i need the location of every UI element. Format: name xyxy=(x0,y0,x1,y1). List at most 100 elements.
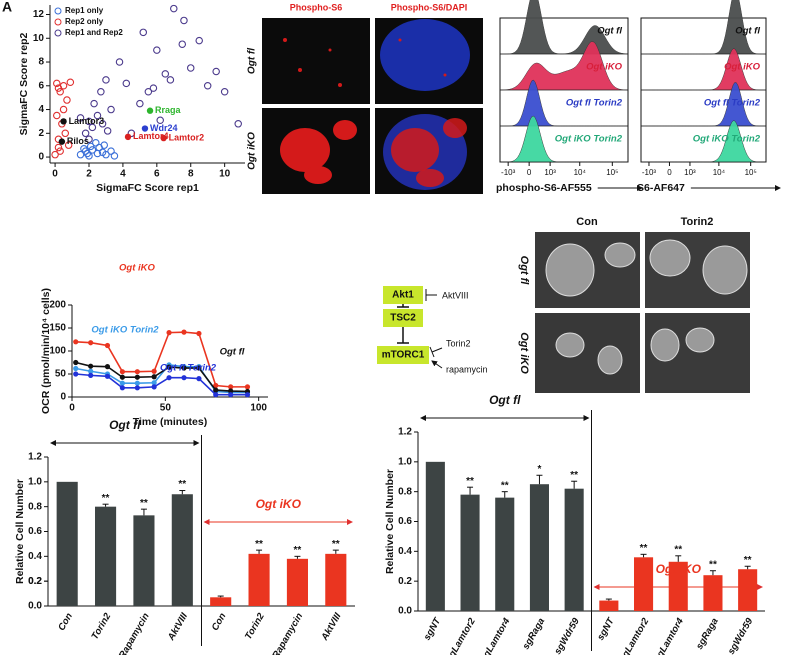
y-tick-label: 0.2 xyxy=(398,576,412,587)
y-tick-label: 0.4 xyxy=(28,551,42,562)
legend-marker xyxy=(54,7,62,15)
scatter-point xyxy=(61,129,70,138)
x-tick-label: sgLamtor2 xyxy=(444,616,478,655)
y-axis-label: OCR (pmol/min/10⁴ cells) xyxy=(40,288,52,414)
legend-label: Rep1 only xyxy=(65,6,104,15)
y-tick-label: 0 xyxy=(38,152,44,163)
row-label: Ogt fl Torin2 xyxy=(566,98,623,109)
bar xyxy=(703,575,723,611)
row-label: Ogt iKO xyxy=(724,62,760,73)
point xyxy=(73,365,79,372)
highlight-point xyxy=(60,118,67,125)
x-tick-label: 10⁵ xyxy=(745,168,757,177)
micrographs-b: Phospho-S6 Phospho-S6/DAPI Ogt fl Ogt iK… xyxy=(247,2,483,194)
point xyxy=(151,384,157,390)
bar xyxy=(529,484,549,611)
point xyxy=(134,369,140,375)
x-tick-label: sgNT xyxy=(595,615,617,642)
point xyxy=(166,330,172,336)
scatter-point xyxy=(85,117,93,126)
bar xyxy=(56,481,78,606)
scatter-point xyxy=(136,99,144,108)
row-label: Ogt iKO xyxy=(586,62,622,73)
point xyxy=(244,392,251,398)
scatter-point xyxy=(149,84,158,92)
scatter-point xyxy=(92,139,100,147)
bar xyxy=(95,506,117,606)
scatter-point xyxy=(203,82,212,90)
density-curve xyxy=(499,41,629,91)
annotation: Rilos xyxy=(67,136,89,146)
bar xyxy=(210,597,232,606)
point xyxy=(104,364,111,370)
x-tick-label: 0 xyxy=(52,169,58,180)
scatter-point xyxy=(195,36,203,45)
y-tick-label: 0.6 xyxy=(398,516,412,527)
significance: ** xyxy=(466,476,474,487)
highlight-point xyxy=(124,133,132,141)
x-tick-label: 0 xyxy=(69,403,75,414)
significance: ** xyxy=(674,544,682,555)
scatter-point xyxy=(85,135,93,143)
point xyxy=(181,365,187,371)
scatter-point xyxy=(156,116,164,124)
x-tick-label: Torin2 xyxy=(89,611,113,642)
y-tick-label: 150 xyxy=(49,323,66,334)
scatter-point xyxy=(161,70,170,78)
x-tick-label: 10⁴ xyxy=(574,168,587,177)
legend-label: Rep1 and Rep2 xyxy=(65,28,123,37)
significance: * xyxy=(537,464,541,475)
x-tick-label: -10³ xyxy=(642,168,657,177)
annotation: Rraga xyxy=(155,105,182,115)
x-tick-label: 0 xyxy=(527,168,532,177)
bar xyxy=(171,494,193,606)
inhibitor-label: AktVIII xyxy=(442,290,469,300)
point xyxy=(134,385,140,391)
y-tick-label: 6 xyxy=(38,80,44,91)
point xyxy=(104,342,111,349)
scatter-point xyxy=(102,76,110,84)
scatter-point xyxy=(88,146,97,154)
x-tick-label: AktVIII xyxy=(165,611,190,643)
scatter-point xyxy=(127,129,136,138)
scatter-point xyxy=(180,16,188,25)
image-column-label: Torin2 xyxy=(681,216,714,228)
point xyxy=(166,364,172,370)
bar xyxy=(738,569,758,611)
row-label: Ogt fl xyxy=(597,26,622,37)
x-tick-label: sgRaga xyxy=(521,616,548,651)
y-axis-label: Relative Cell Number xyxy=(384,469,396,574)
y-tick-label: 50 xyxy=(55,369,67,380)
series-label: Ogt fl xyxy=(220,347,245,358)
legend-marker xyxy=(54,29,62,37)
scatter-point xyxy=(178,40,187,48)
scatter-point xyxy=(88,123,97,132)
annotation: Lamtor2 xyxy=(169,132,205,142)
x-axis-label: Time (minutes) xyxy=(133,416,207,428)
x-tick-label: Rapamycin xyxy=(117,611,152,655)
scatter-point xyxy=(107,105,115,114)
x-tick-label: 10⁵ xyxy=(606,168,618,177)
significance: ** xyxy=(501,480,509,491)
scatter-point xyxy=(212,67,220,76)
point xyxy=(181,375,187,381)
scatter-point xyxy=(115,58,124,66)
point xyxy=(88,372,94,378)
point xyxy=(166,375,172,381)
y-tick-label: 0 xyxy=(60,392,66,403)
scatter-point xyxy=(59,105,68,114)
scatter-point xyxy=(98,120,107,128)
scatter-point xyxy=(234,120,242,128)
point xyxy=(73,339,79,345)
highlight-point xyxy=(141,125,149,132)
x-tick-label: 50 xyxy=(160,403,172,414)
bar xyxy=(634,557,654,611)
y-tick-label: 8 xyxy=(38,57,44,68)
x-tick-label: Con xyxy=(56,611,75,633)
scatter-point xyxy=(102,150,110,159)
series-label: Ogt iKO xyxy=(119,263,155,274)
x-axis-label: SigmaFC Score rep1 xyxy=(96,182,199,194)
point xyxy=(213,387,219,393)
bar xyxy=(248,553,270,606)
bar xyxy=(425,461,445,611)
